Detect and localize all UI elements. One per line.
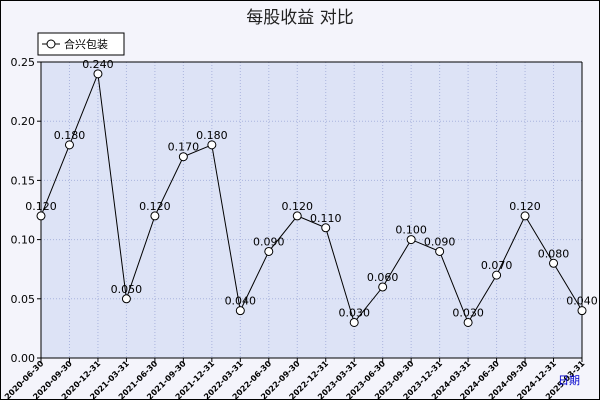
- data-point[interactable]: [93, 69, 103, 79]
- data-label: 0.120: [509, 200, 541, 213]
- data-point[interactable]: [178, 152, 188, 162]
- data-point[interactable]: [207, 140, 217, 150]
- data-point[interactable]: [150, 211, 160, 221]
- legend-box: [37, 32, 125, 56]
- data-point[interactable]: [406, 235, 416, 245]
- axes: [40, 61, 583, 359]
- data-point[interactable]: [235, 306, 245, 316]
- legend-series-name: 合兴包装: [64, 37, 108, 51]
- chart-title: 每股收益 对比: [246, 8, 353, 28]
- y-tick-label: 0.20: [11, 115, 36, 128]
- y-tick-label: 0.00: [11, 352, 36, 365]
- data-point[interactable]: [435, 246, 445, 256]
- data-point[interactable]: [520, 211, 530, 221]
- data-point[interactable]: [264, 246, 274, 256]
- series-line: [40, 71, 583, 324]
- y-tick-label: 0.10: [11, 234, 36, 247]
- data-label: 0.040: [225, 295, 257, 308]
- data-points: [36, 69, 587, 327]
- data-point[interactable]: [36, 211, 46, 221]
- data-labels: 0.1200.1800.2400.0500.1200.1700.1800.040…: [25, 58, 598, 320]
- data-point[interactable]: [577, 306, 587, 316]
- data-label: 0.170: [168, 141, 200, 154]
- data-label: 0.240: [82, 58, 114, 71]
- data-label: 0.090: [424, 235, 456, 248]
- y-axis-ticks: 0.00 0.05 0.10 0.15 0.20 0.25: [11, 56, 41, 365]
- data-point[interactable]: [549, 258, 559, 268]
- series-line-group: [40, 71, 583, 324]
- data-label: 0.110: [310, 212, 342, 225]
- y-tick-label: 0.15: [11, 174, 36, 187]
- y-tick-label: 0.05: [11, 293, 36, 306]
- data-label: 0.090: [253, 235, 285, 248]
- legend[interactable]: 合兴包装: [37, 32, 125, 56]
- y-tick-label: 0.25: [11, 56, 36, 69]
- x-axis-ticks: 2020-06-302020-09-302020-12-312021-03-31…: [3, 358, 587, 399]
- data-label: 0.180: [54, 129, 86, 142]
- legend-marker: [46, 39, 56, 49]
- data-label: 0.030: [338, 306, 370, 319]
- data-label: 0.030: [452, 306, 484, 319]
- data-label: 0.100: [395, 224, 427, 237]
- data-point[interactable]: [292, 211, 302, 221]
- data-point[interactable]: [378, 282, 388, 292]
- data-label: 0.070: [481, 259, 513, 272]
- x-axis-label: 日期: [558, 374, 580, 387]
- data-label: 0.040: [566, 295, 598, 308]
- data-point[interactable]: [349, 317, 359, 327]
- data-label: 0.180: [196, 129, 228, 142]
- data-label: 0.120: [282, 200, 314, 213]
- data-label: 0.060: [367, 271, 399, 284]
- data-point[interactable]: [463, 317, 473, 327]
- data-point[interactable]: [492, 270, 502, 280]
- data-label: 0.050: [111, 283, 143, 296]
- data-label: 0.120: [25, 200, 57, 213]
- plot-area: [41, 62, 582, 358]
- data-label: 0.080: [538, 247, 570, 260]
- data-point[interactable]: [64, 140, 74, 150]
- data-point[interactable]: [121, 294, 131, 304]
- data-point[interactable]: [321, 223, 331, 233]
- data-label: 0.120: [139, 200, 171, 213]
